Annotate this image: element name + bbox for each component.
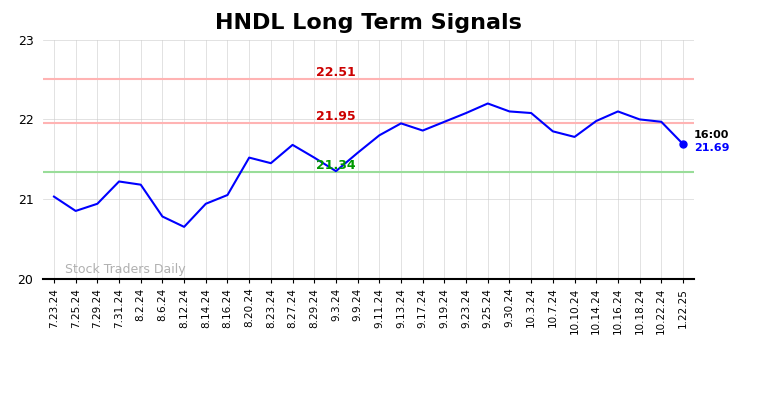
Text: 21.95: 21.95 — [316, 110, 356, 123]
Title: HNDL Long Term Signals: HNDL Long Term Signals — [215, 13, 522, 33]
Point — [677, 141, 689, 147]
Text: Stock Traders Daily: Stock Traders Daily — [65, 263, 186, 276]
Text: 16:00: 16:00 — [694, 129, 729, 140]
Text: 21.69: 21.69 — [694, 143, 729, 153]
Text: 22.51: 22.51 — [316, 66, 356, 79]
Text: 21.34: 21.34 — [316, 159, 356, 172]
